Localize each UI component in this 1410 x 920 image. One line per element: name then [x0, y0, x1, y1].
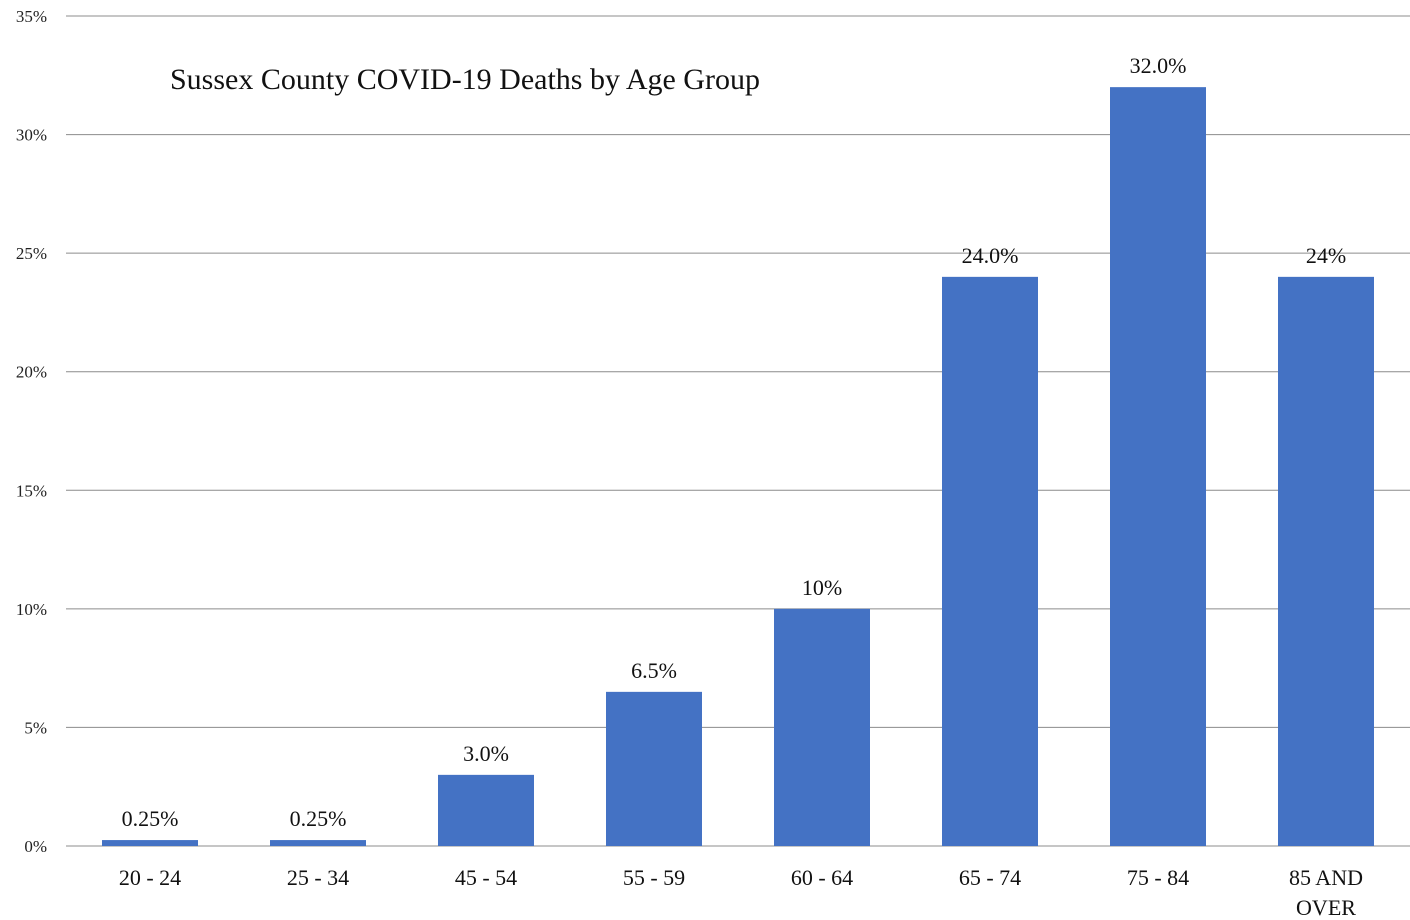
bar	[270, 840, 366, 846]
data-label: 0.25%	[290, 806, 347, 831]
y-tick-label: 35%	[16, 7, 47, 26]
x-axis: 20 - 24 25 - 34 45 - 54 55 - 59 60 - 64 65 - …	[119, 865, 1363, 920]
data-label: 10%	[802, 575, 842, 600]
data-label: 6.5%	[631, 658, 677, 683]
bar	[102, 840, 198, 846]
bar	[942, 276, 1038, 846]
data-label: 24%	[1306, 243, 1346, 268]
x-tick-label: 25 - 34	[287, 865, 349, 890]
x-tick-label: 45 - 54	[455, 865, 517, 890]
x-tick-label: 75 - 84	[1127, 865, 1189, 890]
bar	[1278, 276, 1374, 846]
gridlines	[66, 15, 1410, 847]
y-tick-label: 10%	[16, 600, 47, 619]
y-tick-label: 5%	[24, 718, 47, 737]
y-tick-label: 30%	[16, 126, 47, 145]
x-tick-label: 20 - 24	[119, 865, 181, 890]
bar	[1110, 87, 1206, 846]
data-label: 32.0%	[1130, 53, 1187, 78]
bars	[102, 87, 1374, 846]
bar	[774, 608, 870, 846]
data-label: 0.25%	[122, 806, 179, 831]
x-tick-label: 65 - 74	[959, 865, 1021, 890]
y-tick-label: 25%	[16, 244, 47, 263]
x-tick-label: 60 - 64	[791, 865, 853, 890]
y-tick-label: 15%	[16, 481, 47, 500]
y-tick-label: 0%	[24, 837, 47, 856]
x-tick-label: 55 - 59	[623, 865, 685, 890]
data-label: 3.0%	[463, 741, 509, 766]
bar	[606, 691, 702, 846]
y-tick-label: 20%	[16, 363, 47, 382]
data-label: 24.0%	[962, 243, 1019, 268]
chart-title: Sussex County COVID-19 Deaths by Age Gro…	[170, 63, 760, 96]
x-tick-label: 85 AND OVER	[1289, 865, 1363, 920]
y-axis: 0% 5% 10% 15% 20% 25% 30% 35%	[16, 7, 47, 856]
bar	[438, 774, 534, 846]
data-labels: 0.25% 0.25% 3.0% 6.5% 10% 24.0% 32.0% 24%	[122, 53, 1347, 831]
